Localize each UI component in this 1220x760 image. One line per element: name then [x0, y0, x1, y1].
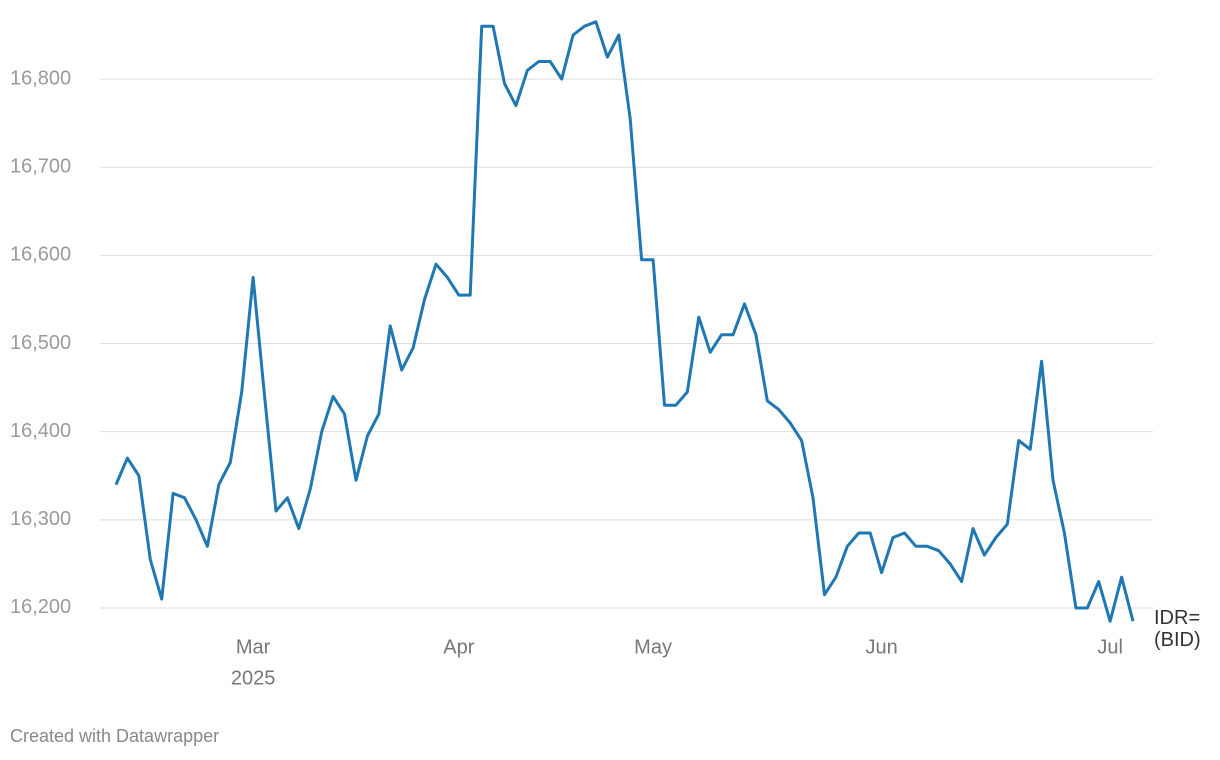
- x-tick-label: May: [634, 636, 672, 658]
- line: [114, 20, 1135, 623]
- x-tick-label: Mar: [236, 636, 271, 658]
- y-tick-label: 16,300: [10, 508, 71, 530]
- x-tick-label: Jul: [1097, 636, 1123, 658]
- y-tick-label: 16,600: [10, 244, 71, 266]
- y-tick-label: 16,500: [10, 332, 71, 354]
- line-label: IDR= (BID): [1154, 607, 1201, 651]
- x-year-label: 2025: [231, 667, 276, 689]
- y-tick-label: 16,800: [10, 67, 71, 89]
- y-tick-label: 16,400: [10, 420, 71, 442]
- y-tick-label: 16,700: [10, 156, 71, 178]
- source-note: Created with Datawrapper: [10, 726, 219, 746]
- y-tick-label: 16,200: [10, 596, 71, 618]
- x-tick-label: Jun: [865, 636, 897, 658]
- x-tick-label: Apr: [443, 636, 474, 658]
